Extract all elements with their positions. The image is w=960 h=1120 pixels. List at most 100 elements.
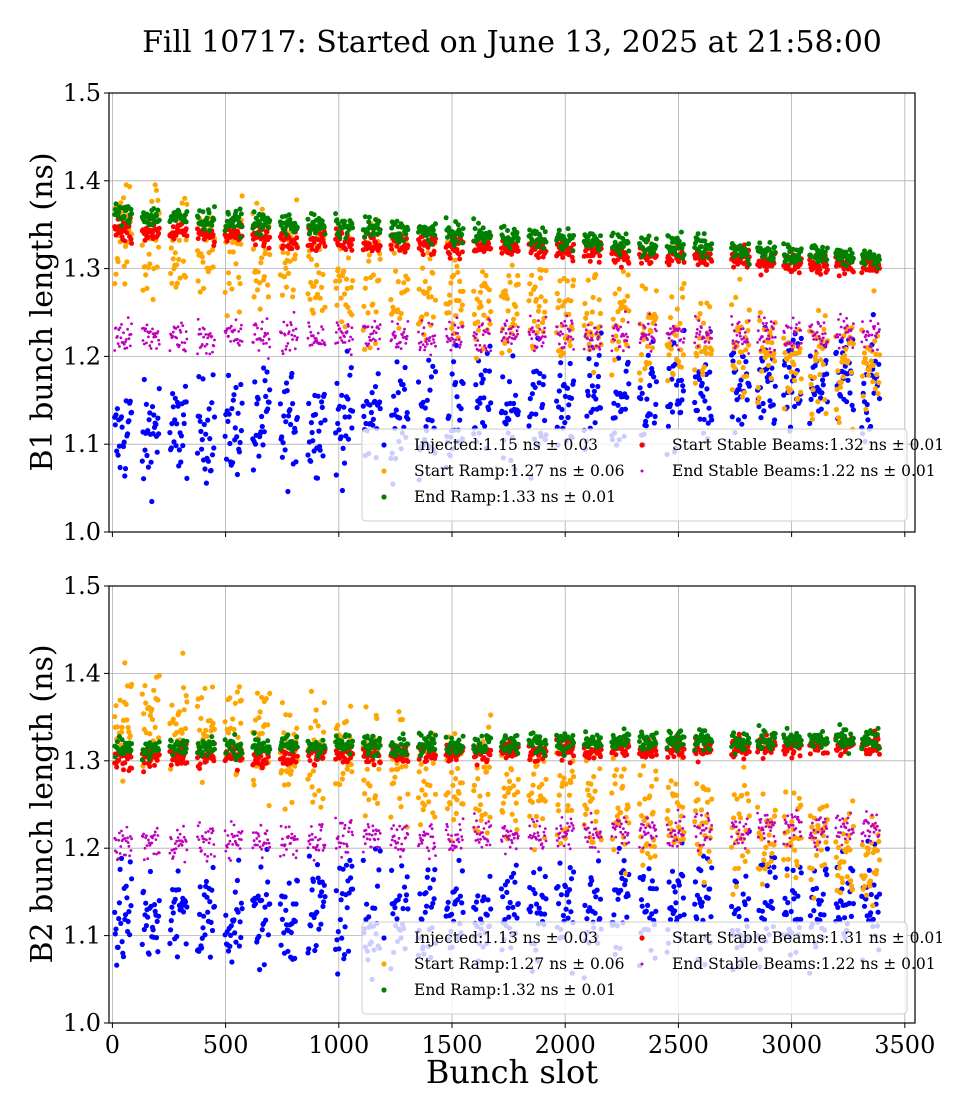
end-stable-point [511, 325, 515, 329]
start-ramp-point [618, 773, 625, 779]
end-ramp-point [476, 220, 481, 226]
start-ramp-point [401, 280, 407, 286]
start-ramp-point [640, 763, 647, 769]
injected-point [305, 452, 311, 458]
injected-point [487, 343, 493, 349]
end-stable-point [282, 320, 286, 324]
end-stable-point [124, 340, 127, 344]
start-stable-point [150, 230, 155, 236]
start-ramp-point [344, 285, 350, 292]
injected-point [202, 932, 208, 938]
start-ramp-point [422, 792, 428, 798]
injected-point [449, 371, 455, 377]
injected-point [319, 889, 325, 895]
injected-point [864, 401, 870, 408]
start-ramp-point [423, 766, 429, 772]
injected-point [566, 887, 573, 893]
start-stable-point [459, 249, 465, 255]
injected-point [532, 890, 538, 897]
end-stable-point [643, 326, 647, 329]
start-ramp-point [680, 294, 686, 300]
end-stable-point [821, 332, 824, 336]
start-ramp-point [447, 299, 453, 305]
end-ramp-point [155, 207, 161, 213]
injected-point [211, 445, 217, 451]
end-stable-point [434, 344, 437, 348]
end-ramp-point [705, 254, 711, 260]
injected-point [405, 906, 411, 912]
start-stable-point [183, 226, 189, 232]
end-ramp-point [195, 215, 201, 220]
injected-point [127, 932, 133, 938]
injected-point [589, 878, 595, 884]
end-stable-point [475, 332, 478, 336]
injected-point [292, 429, 298, 435]
injected-point [277, 401, 283, 407]
end-stable-point [502, 336, 506, 339]
start-ramp-point [539, 781, 545, 787]
end-stable-point [624, 310, 627, 313]
injected-point [208, 919, 214, 926]
start-ramp-point [557, 278, 563, 284]
start-ramp-point [509, 262, 515, 268]
injected-point [706, 405, 712, 411]
injected-point [294, 414, 300, 421]
injected-point [678, 377, 685, 383]
start-ramp-point [415, 795, 422, 801]
injected-point [235, 909, 241, 915]
end-stable-point [294, 327, 298, 331]
injected-point [473, 382, 479, 388]
injected-point [541, 374, 547, 380]
injected-point [542, 417, 548, 424]
end-stable-point [870, 333, 874, 337]
start-ramp-point [285, 270, 292, 276]
end-ramp-point [336, 229, 342, 235]
start-ramp-point [708, 351, 714, 357]
injected-point [488, 906, 494, 912]
end-stable-point [406, 320, 410, 323]
end-stable-point [453, 323, 457, 327]
injected-point [565, 414, 571, 421]
injected-point [669, 409, 676, 415]
end-ramp-point [454, 238, 460, 244]
start-ramp-point [618, 809, 624, 816]
start-ramp-point [487, 321, 493, 327]
end-ramp-point [397, 231, 403, 237]
start-ramp-point [859, 373, 866, 379]
end-stable-point [261, 338, 265, 342]
start-ramp-point [612, 291, 618, 297]
start-ramp-point [201, 285, 207, 291]
injected-point [263, 892, 269, 898]
end-stable-point [399, 340, 402, 344]
start-ramp-point [570, 283, 576, 289]
start-ramp-point [588, 781, 594, 787]
injected-point [340, 866, 346, 872]
start-ramp-point [451, 272, 457, 278]
end-stable-point [677, 348, 680, 352]
injected-point [694, 407, 701, 414]
start-ramp-point [533, 296, 540, 302]
start-ramp-point [225, 270, 232, 276]
start-stable-point [266, 245, 272, 251]
injected-point [183, 941, 189, 947]
end-stable-point [819, 324, 822, 328]
injected-point [180, 443, 186, 449]
end-stable-point [737, 320, 741, 324]
injected-point [256, 453, 262, 459]
injected-point [148, 459, 154, 465]
end-ramp-point [877, 257, 882, 263]
injected-point [232, 889, 238, 895]
start-ramp-point [391, 780, 397, 786]
end-stable-point [145, 323, 149, 327]
injected-point [611, 400, 617, 406]
injected-point [122, 473, 128, 479]
injected-point [151, 902, 158, 908]
start-ramp-point [250, 246, 256, 252]
injected-point [587, 372, 593, 379]
end-stable-point [841, 336, 844, 340]
start-stable-point [648, 260, 654, 265]
end-stable-point [483, 344, 486, 347]
start-ramp-point [643, 286, 649, 292]
injected-point [740, 891, 746, 897]
start-ramp-point [261, 274, 267, 280]
